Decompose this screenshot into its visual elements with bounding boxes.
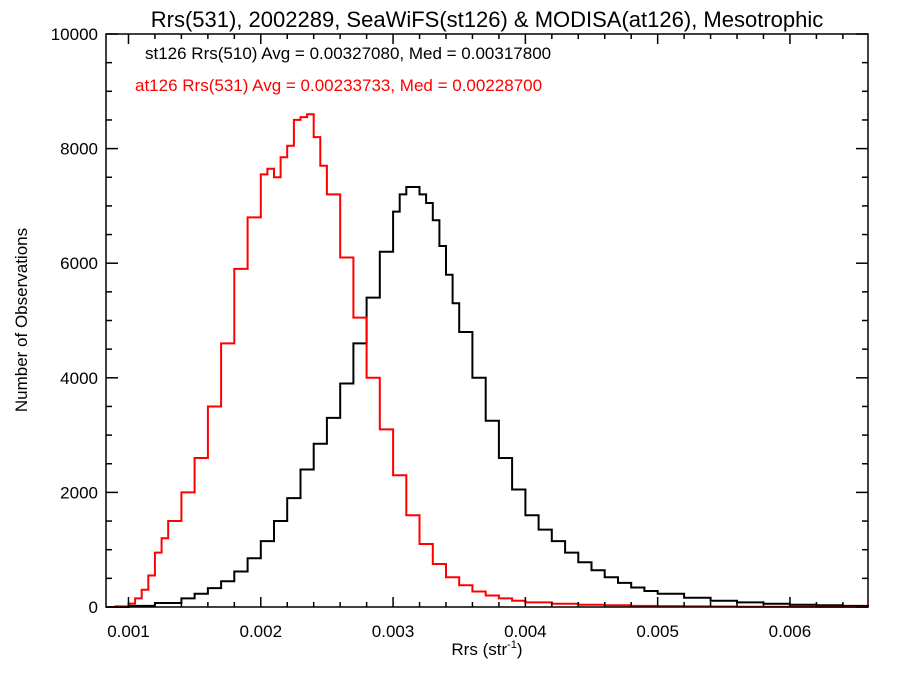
axes-layer: 0.001 0.002 0.003 0.004 0.005 0.006 0 2000 4000 6… xyxy=(51,25,868,641)
series-line-st126 xyxy=(106,186,869,608)
x-tick-label: 0.004 xyxy=(504,622,547,641)
y-tick-label: 0 xyxy=(89,598,98,617)
legend-entry-st126: st126 Rrs(510) Avg = 0.00327080, Med = 0… xyxy=(145,44,551,63)
x-tick-label: 0.002 xyxy=(240,622,283,641)
series-layer xyxy=(106,113,869,608)
x-tick-label: 0.005 xyxy=(636,622,679,641)
x-axis-label-base: Rrs (str xyxy=(451,640,507,659)
y-tick-label: 8000 xyxy=(60,140,98,159)
x-axis-label-end: ) xyxy=(517,640,523,659)
y-tick-label: 2000 xyxy=(60,483,98,502)
y-tick-label: 4000 xyxy=(60,369,98,388)
x-axis-label: Rrs (str-1) xyxy=(451,639,522,659)
x-tick-label: 0.001 xyxy=(107,622,150,641)
x-axis-label-superscript: -1 xyxy=(507,639,517,651)
plot-frame xyxy=(105,33,869,608)
legend-entry-at126: at126 Rrs(531) Avg = 0.00233733, Med = 0… xyxy=(135,76,542,95)
series-line-at126 xyxy=(106,113,869,608)
x-tick-label: 0.006 xyxy=(769,622,812,641)
x-tick-label: 0.003 xyxy=(372,622,415,641)
y-tick-label: 6000 xyxy=(60,254,98,273)
chart-title: Rrs(531), 2002289, SeaWiFS(st126) & MODI… xyxy=(151,7,824,32)
y-tick-label: 10000 xyxy=(51,25,98,44)
y-axis-label: Number of Observations xyxy=(12,228,31,412)
legend: st126 Rrs(510) Avg = 0.00327080, Med = 0… xyxy=(135,44,551,95)
